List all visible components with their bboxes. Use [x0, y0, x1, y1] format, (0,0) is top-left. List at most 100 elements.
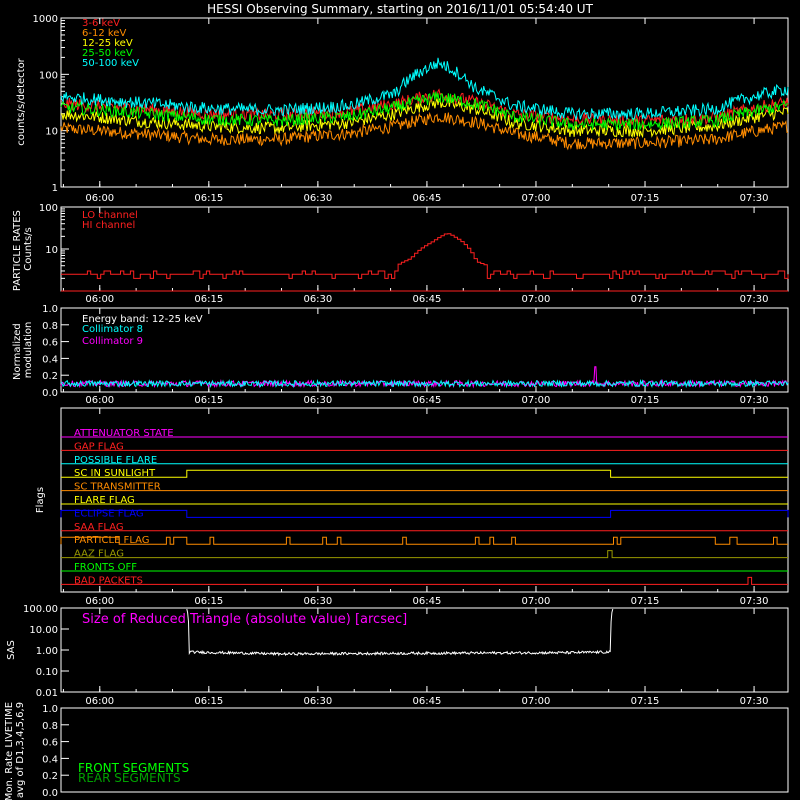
flag-label: SC IN SUNLIGHT: [74, 468, 156, 479]
modulation-panel: Normalized modulation 0.0 0.2 0.4 0.6 0.8 1.0…: [12, 304, 789, 406]
flag-label: FRONTS OFF: [74, 562, 137, 573]
y-tick-label: 0.2: [42, 371, 58, 382]
x-tick-label: 06:00: [85, 193, 114, 204]
series-line-Collimator8: [60, 378, 789, 389]
legend-entry: Collimator 8: [82, 324, 143, 335]
y-tick-label: 0.6: [42, 738, 58, 749]
flags-x-ticks: 06:00 06:15 06:30 06:45 07:00 07:15 07:30: [62, 408, 768, 607]
x-tick-label: 07:15: [631, 696, 660, 707]
flags-rows: ATTENUATOR STATE GAP FLAG POSSIBLE FLARE SC…: [60, 428, 789, 586]
legend-entry: LO channel: [82, 210, 138, 221]
x-tick-label: 06:30: [303, 294, 332, 305]
flag-line-aaz-flag: [61, 550, 788, 559]
x-tick-label: 06:45: [413, 395, 442, 406]
y-tick-label: 10.00: [29, 625, 58, 636]
series-line-LOchannel: [61, 233, 789, 279]
modulation-ylabel: Normalized modulation: [12, 320, 34, 380]
x-tick-label: 06:30: [303, 395, 332, 406]
modulation-y-ticks: 0.0 0.2 0.4 0.6 0.8 1.0: [42, 304, 69, 399]
legend-entry: Collimator 9: [82, 336, 143, 347]
count-rates-x-ticks: 06:00 06:15 06:30 06:45 07:00 07:15 07:30: [62, 18, 769, 204]
sas-ylabel: SAS: [6, 640, 17, 660]
y-tick-label: 0.6: [42, 338, 58, 349]
y-tick-label: 10: [45, 127, 58, 138]
legend-entry: 6-12 keV: [82, 28, 126, 39]
series-line-50-100keV: [60, 57, 789, 121]
livetime-ylabel: Mon. Rate LIVETIME avg of D1,3,4,5,6,9: [4, 699, 26, 800]
x-tick-label: 07:00: [522, 395, 551, 406]
x-tick-label: 06:15: [194, 193, 223, 204]
series-line-6-12keV: [60, 111, 788, 151]
y-tick-label: 1.0: [42, 704, 58, 715]
legend-entry: 12-25 keV: [82, 38, 133, 49]
particle-rates-y-ticks: 10 100: [39, 203, 69, 279]
x-tick-label: 06:15: [194, 696, 223, 707]
x-tick-label: 07:30: [740, 395, 769, 406]
series-line-25-50keV: [60, 91, 789, 131]
flag-line-particle-flag: [60, 536, 788, 545]
y-tick-label: 1000: [33, 14, 58, 25]
count-rates-series: [60, 57, 789, 151]
livetime-frame: [60, 707, 789, 793]
y-tick-label: 100: [39, 70, 58, 81]
y-tick-label: 0.0: [42, 788, 58, 799]
y-tick-label: 1.00: [36, 646, 58, 657]
flag-line-bad-packets: [61, 576, 788, 585]
x-tick-label: 07:00: [522, 696, 551, 707]
modulation-series: [60, 366, 789, 389]
flag-line-sc-in-sunlight: [61, 469, 788, 478]
y-tick-label: 0.10: [36, 667, 58, 678]
flag-line-eclipse-flag: [60, 509, 789, 518]
x-tick-label: 06:45: [413, 193, 442, 204]
x-tick-label: 07:15: [631, 294, 660, 305]
flag-label: PARTICLE FLAG: [74, 535, 150, 546]
sas-series-line: [186, 608, 614, 657]
y-tick-label: 0.01: [36, 688, 58, 699]
y-tick-label: 0.4: [42, 354, 58, 365]
x-tick-label: 06:15: [194, 294, 223, 305]
x-tick-label: 06:45: [413, 596, 442, 607]
legend-entry: FRONT SEGMENTS: [78, 761, 189, 775]
x-tick-label: 06:45: [413, 696, 442, 707]
livetime-panel: Mon. Rate LIVETIME avg of D1,3,4,5,6,9 0…: [4, 699, 789, 800]
y-tick-label: 1: [52, 183, 58, 194]
x-tick-label: 07:30: [740, 193, 769, 204]
x-tick-label: 06:30: [303, 696, 332, 707]
modulation-frame: [60, 307, 789, 393]
particle-rates-ylabel: PARTICLE RATES Counts/s: [12, 207, 34, 291]
modulation-x-ticks: 06:00 06:15 06:30 06:45 07:00 07:15 07:30: [62, 308, 769, 406]
x-tick-label: 06:30: [303, 193, 332, 204]
x-tick-label: 07:00: [522, 193, 551, 204]
y-tick-label: 0.2: [42, 771, 58, 782]
flag-label: AAZ FLAG: [74, 549, 124, 560]
flag-label: POSSIBLE FLARE: [74, 455, 157, 466]
livetime-y-ticks: 0.0 0.2 0.4 0.6 0.8 1.0: [42, 704, 69, 799]
particle-rates-panel: PARTICLE RATES Counts/s 10 100 06:00 06:15…: [12, 203, 789, 305]
flags-ylabel: Flags: [35, 487, 46, 513]
legend-entry: 50-100 keV: [82, 58, 139, 69]
x-tick-label: 06:30: [303, 596, 332, 607]
flag-label: FLARE FLAG: [74, 495, 135, 506]
sas-series: [186, 608, 614, 657]
y-tick-label: 100: [39, 203, 58, 214]
y-tick-label: 0.4: [42, 754, 58, 765]
x-tick-label: 07:15: [631, 395, 660, 406]
flags-panel: Flags 06:00 06:15 06:30 06:45 07:00 07:15 07:3…: [35, 407, 789, 607]
x-tick-label: 06:00: [85, 395, 114, 406]
x-tick-label: 07:15: [631, 193, 660, 204]
x-tick-label: 06:15: [194, 395, 223, 406]
flags-frame: [60, 407, 789, 593]
y-tick-label: 0.8: [42, 321, 58, 332]
y-tick-label: 1.0: [42, 304, 58, 315]
x-tick-label: 06:00: [85, 696, 114, 707]
sas-annotation: Size of Reduced Triangle (absolute value…: [82, 612, 407, 627]
x-tick-label: 06:00: [85, 596, 114, 607]
x-tick-label: 07:00: [522, 596, 551, 607]
flag-label: ECLIPSE FLAG: [74, 508, 144, 519]
x-tick-label: 07:15: [631, 596, 660, 607]
